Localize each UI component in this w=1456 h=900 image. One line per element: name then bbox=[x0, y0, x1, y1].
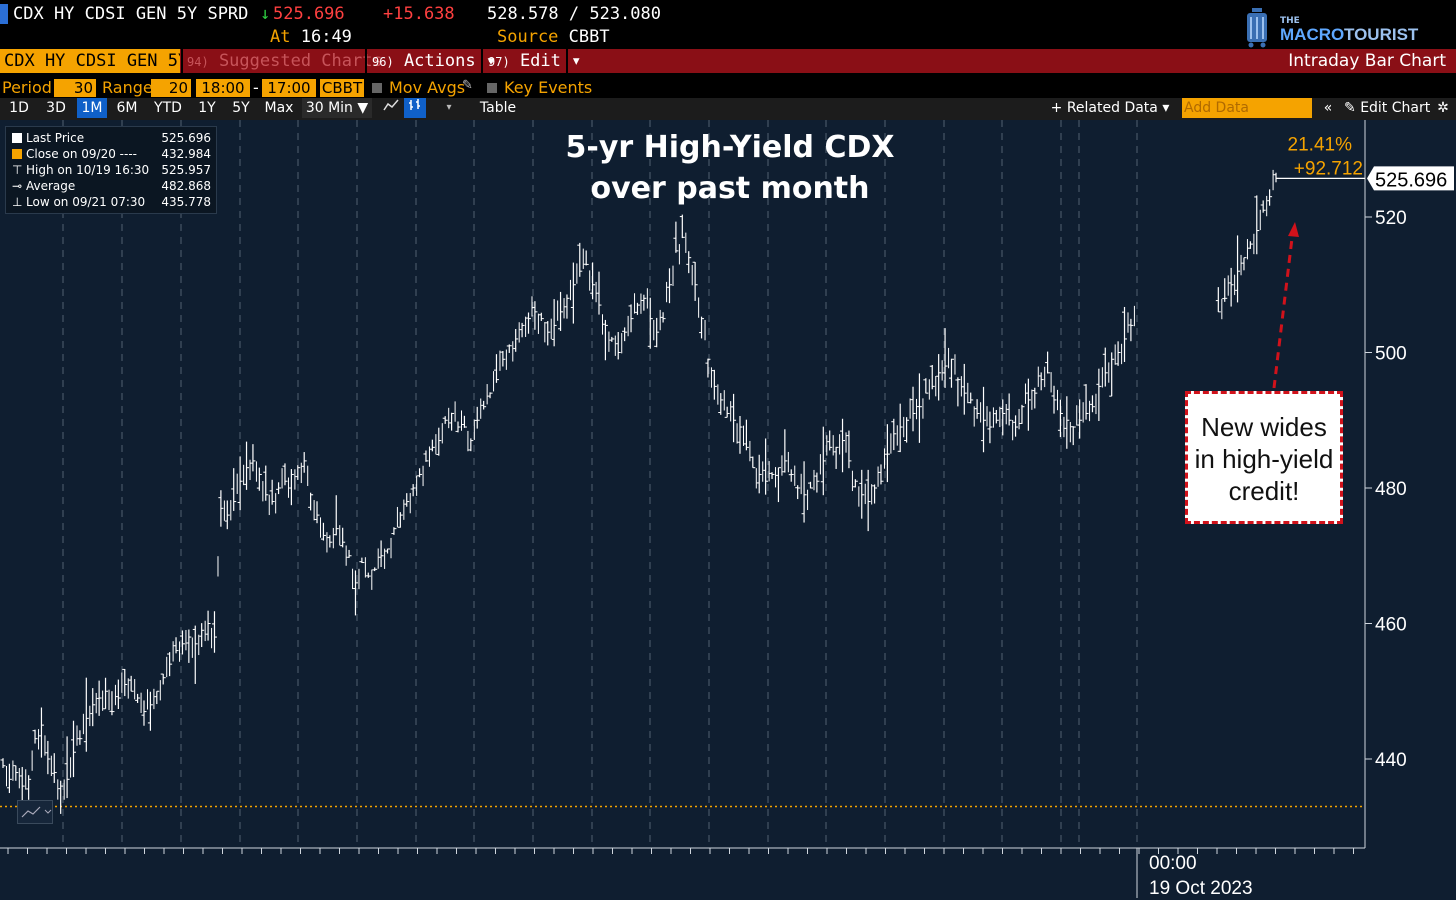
chart-type-label: Intraday Bar Chart bbox=[1288, 51, 1446, 71]
legend-high-label: High on 10/19 16:30 bbox=[26, 163, 150, 177]
range-dash: - bbox=[253, 78, 259, 97]
legend-close-label: Close on 09/20 ---- bbox=[26, 147, 137, 161]
edit-chart-label: Edit Chart bbox=[1360, 100, 1431, 116]
chart-legend[interactable]: Last Price 525.696 Close on 09/20 ---- 4… bbox=[5, 126, 217, 214]
mov-avgs-label[interactable]: Mov Avgs bbox=[389, 78, 466, 97]
bar-chart-icon[interactable] bbox=[404, 98, 426, 118]
edit-chart-pencil-icon: ✎ bbox=[1344, 100, 1356, 116]
security-field[interactable]: CDX HY CDSI GEN 5Y bbox=[0, 49, 180, 73]
pencil-icon[interactable]: ✎ bbox=[462, 78, 473, 93]
at-label: At bbox=[270, 27, 291, 47]
actions-num: 96) bbox=[372, 55, 394, 69]
y-tick-label: 500 bbox=[1375, 344, 1407, 365]
mov-avgs-checkbox[interactable] bbox=[372, 83, 382, 93]
range-button-1y[interactable]: 1Y bbox=[198, 100, 216, 116]
range-button-1m[interactable]: 1M bbox=[77, 98, 107, 118]
range-button-3d[interactable]: 3D bbox=[46, 100, 66, 116]
settings-gear-icon[interactable]: ✲ bbox=[1437, 100, 1449, 116]
period-label: Period bbox=[2, 78, 52, 97]
change-percent-label: 21.41% bbox=[1288, 134, 1353, 155]
chart-title: 5-yr High-Yield CDX over past month bbox=[565, 130, 895, 206]
source-label: Source bbox=[497, 27, 559, 47]
y-tick-label: 520 bbox=[1375, 208, 1407, 229]
range-end-input[interactable]: 17:00 bbox=[262, 79, 316, 97]
y-tick-label: 440 bbox=[1375, 750, 1407, 771]
table-button[interactable]: Table bbox=[479, 100, 517, 116]
chart-thumbnail-icon[interactable] bbox=[17, 800, 53, 824]
average-marker-icon: ⊸ bbox=[12, 179, 23, 193]
range-input[interactable]: 20 bbox=[151, 79, 191, 97]
change-absolute-label: +92.712 bbox=[1294, 158, 1363, 179]
range-button-6m[interactable]: 6M bbox=[116, 100, 138, 116]
legend-average-value: 482.868 bbox=[161, 179, 211, 193]
price-change: +15.638 bbox=[383, 4, 455, 24]
source-input[interactable]: CBBT bbox=[320, 79, 364, 97]
settings-row: Period 30 Range 20 18:00 - 17:00 CBBT Mo… bbox=[0, 76, 1456, 98]
range-start-input[interactable]: 18:00 bbox=[196, 79, 250, 97]
high-marker-icon: ⊤ bbox=[12, 163, 23, 177]
last-price-tag bbox=[1367, 166, 1454, 191]
legend-average-label: Average bbox=[26, 179, 76, 193]
interval-dropdown[interactable]: 30 Min ▼ bbox=[302, 98, 372, 118]
security-marker bbox=[0, 4, 8, 24]
logo-macro: MACRO bbox=[1280, 25, 1345, 44]
range-buttons-row: 30 Min ▼ ▾ Table + Related Data ▾ Add Da… bbox=[0, 98, 1456, 120]
suggested-charts-button[interactable]: 94) Suggested Charts bbox=[187, 49, 383, 73]
ticker[interactable]: CDX HY CDSI GEN 5Y SPRD bbox=[13, 4, 249, 24]
range-label: Range bbox=[102, 78, 153, 97]
edit-label: Edit ▾ bbox=[519, 51, 582, 71]
last-price-swatch bbox=[12, 133, 22, 143]
key-events-label[interactable]: Key Events bbox=[504, 78, 593, 97]
range-button-ytd[interactable]: YTD bbox=[154, 100, 182, 116]
legend-high-value: 525.957 bbox=[161, 163, 211, 177]
range-button-5y[interactable]: 5Y bbox=[232, 100, 250, 116]
y-tick-label: 480 bbox=[1375, 479, 1407, 500]
security-header: CDX HY CDSI GEN 5Y SPRD ↓ 525.696 +15.63… bbox=[0, 0, 1456, 48]
close-swatch bbox=[12, 149, 22, 159]
annotation-arrow-head bbox=[1288, 222, 1299, 237]
legend-low-label: Low on 09/21 07:30 bbox=[26, 195, 146, 209]
macrotourist-logo: THE MACRO TOURIST bbox=[1244, 8, 1434, 48]
legend-last-value: 525.696 bbox=[161, 131, 211, 145]
annotation-box: New wides in high-yield credit! bbox=[1185, 391, 1343, 524]
low-marker-icon: ⊥ bbox=[12, 195, 23, 209]
down-arrow-icon: ↓ bbox=[260, 4, 271, 24]
collapse-icon[interactable]: « bbox=[1323, 100, 1333, 116]
source-value: CBBT bbox=[568, 27, 610, 47]
x-time-label: 00:00 bbox=[1149, 853, 1197, 874]
key-events-checkbox[interactable] bbox=[487, 83, 497, 93]
last-price-tag-label: 525.696 bbox=[1375, 169, 1447, 191]
annotation-arrow bbox=[1272, 229, 1295, 389]
function-toolbar: CDX HY CDSI GEN 5Y 94) Suggested Charts … bbox=[0, 49, 1456, 73]
y-tick-label: 460 bbox=[1375, 615, 1407, 636]
actions-label: Actions ▾ bbox=[403, 51, 497, 71]
edit-chart-button[interactable]: ✎ Edit Chart bbox=[1344, 98, 1430, 118]
high-low: 528.578 / 523.080 bbox=[487, 4, 661, 24]
suggested-label: Suggested Charts bbox=[218, 51, 383, 71]
logo-the: THE bbox=[1280, 16, 1300, 26]
period-input[interactable]: 30 bbox=[54, 79, 96, 97]
range-button-1d[interactable]: 1D bbox=[9, 100, 29, 116]
suggested-num: 94) bbox=[187, 55, 209, 69]
related-data-button[interactable]: + Related Data ▾ bbox=[1050, 100, 1170, 116]
actions-menu[interactable]: 96) Actions ▾ bbox=[372, 49, 496, 73]
chart-style-dropdown-icon[interactable]: ▾ bbox=[446, 102, 452, 113]
last-price: 525.696 bbox=[273, 4, 345, 24]
legend-last-label: Last Price bbox=[26, 131, 85, 145]
logo-tourist: TOURIST bbox=[1344, 25, 1419, 44]
line-chart-icon[interactable] bbox=[380, 98, 402, 118]
range-button-max[interactable]: Max bbox=[264, 100, 294, 116]
legend-close-value: 432.984 bbox=[161, 147, 211, 161]
edit-num: 97) bbox=[488, 55, 510, 69]
legend-low-value: 435.778 bbox=[161, 195, 211, 209]
quote-time: 16:49 bbox=[300, 27, 352, 47]
price-chart: 440 460 480 500 520 525.696 21.41% +92.712 00:00… bbox=[0, 120, 1454, 899]
add-data-input[interactable]: Add Data bbox=[1182, 98, 1312, 118]
suitcase-icon bbox=[1247, 8, 1267, 48]
x-date-label: 19 Oct 2023 bbox=[1149, 878, 1253, 899]
